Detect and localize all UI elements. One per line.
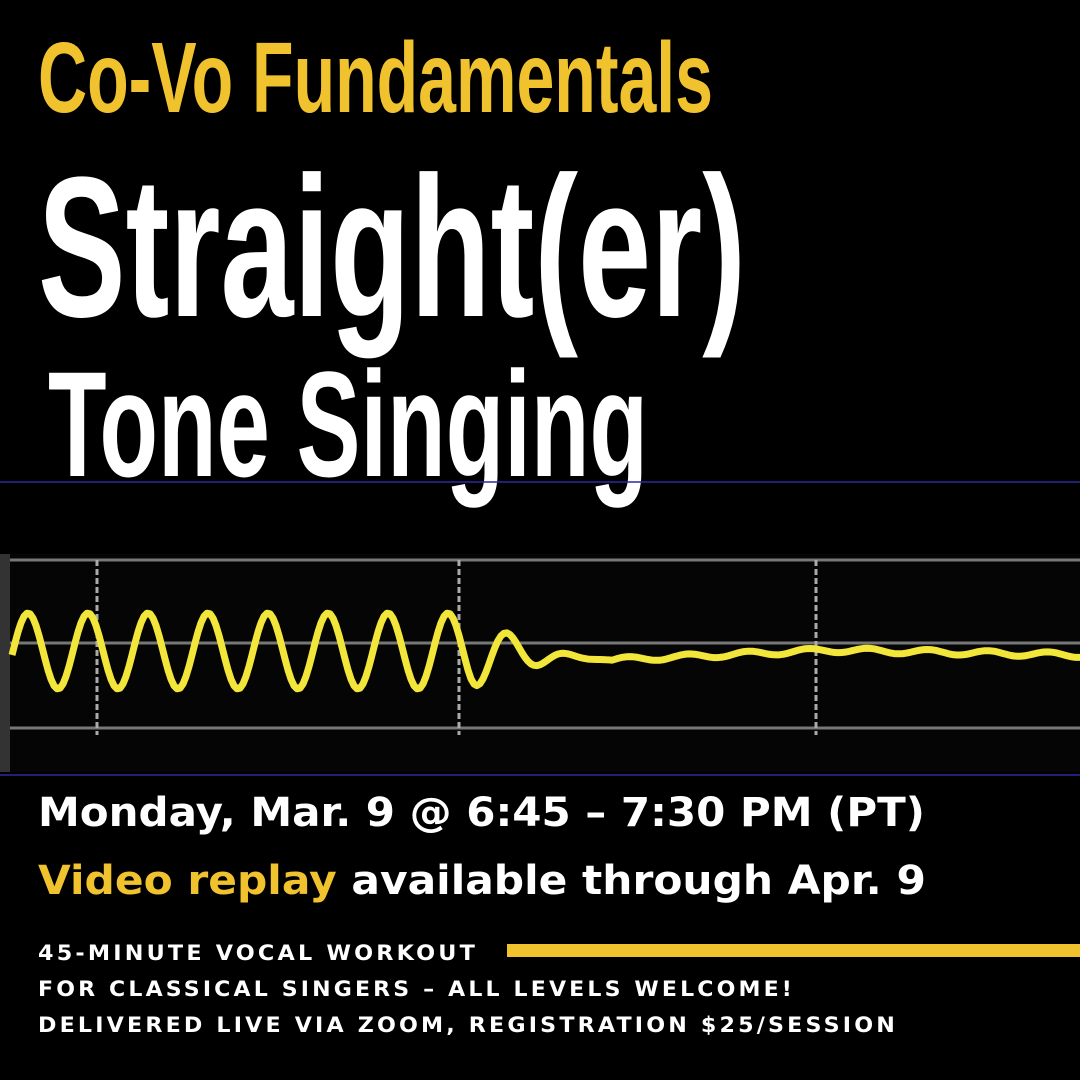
trace-axis-strip (0, 554, 10, 772)
pitch-trace-graphic (0, 554, 1080, 772)
detail-line: 45-MINUTE VOCAL WORKOUT (38, 941, 478, 965)
replay-rest: available through Apr. 9 (337, 858, 926, 904)
replay-highlight: Video replay (38, 858, 337, 904)
title-line-1: Straight(er) (38, 136, 746, 359)
pitch-trace (8, 609, 1080, 693)
detail-line: DELIVERED LIVE VIA ZOOM, REGISTRATION $2… (38, 1013, 898, 1037)
title-line-2: Tone Singing (48, 340, 648, 508)
series-label: Co-Vo Fundamentals (38, 22, 713, 134)
date-time: Monday, Mar. 9 @ 6:45 – 7:30 PM (PT) (38, 790, 925, 836)
replay-line: Video replay available through Apr. 9 (38, 858, 926, 904)
accent-bar (507, 944, 1080, 957)
detail-line: FOR CLASSICAL SINGERS – ALL LEVELS WELCO… (38, 977, 795, 1001)
